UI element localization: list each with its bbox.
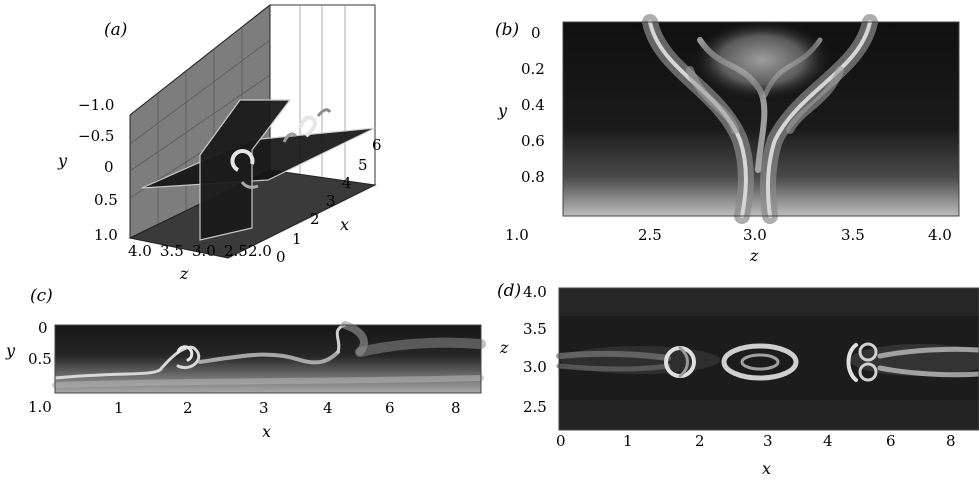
panel-d-frame bbox=[558, 287, 979, 431]
panel-a-x-tick: 3 bbox=[326, 192, 336, 210]
panel-a-z-tick: 3.5 bbox=[160, 242, 184, 260]
panel-d-y-tick: 3.5 bbox=[523, 320, 547, 338]
panel-c: (c) 0 0.5 1.0 y 1 2 3 4 6 8 x bbox=[5, 286, 486, 441]
panel-a-y-label: y bbox=[57, 151, 68, 170]
panel-d: (d) 4.0 3.5 3.0 2.5 z 0 1 2 bbox=[497, 281, 979, 478]
panel-d-vortices bbox=[556, 342, 979, 382]
panel-d-x-tick: 1 bbox=[623, 432, 633, 450]
panel-b-x-tick: 4.0 bbox=[928, 226, 952, 244]
panel-b-label: (b) bbox=[495, 20, 519, 40]
panel-b-frame bbox=[562, 21, 960, 217]
panel-c-label: (c) bbox=[30, 286, 53, 306]
panel-c-x-tick: 1 bbox=[114, 399, 124, 417]
panel-a-z-label: z bbox=[179, 264, 189, 283]
panel-a-y-tick: 0.5 bbox=[94, 191, 118, 209]
panel-d-x-tick: 4 bbox=[823, 432, 833, 450]
panel-d-label: (d) bbox=[497, 281, 521, 301]
panel-b-y-tick: 0.4 bbox=[521, 96, 545, 114]
panel-d-y-label: z bbox=[499, 338, 509, 357]
panel-b-y-tick: 0.2 bbox=[521, 60, 545, 78]
panel-d-x-tick: 3 bbox=[763, 432, 773, 450]
panel-a-x-tick: 2 bbox=[310, 210, 320, 228]
panel-a-vortex bbox=[230, 108, 332, 189]
panel-a: (a) bbox=[57, 3, 382, 283]
panel-a-vertical-slice bbox=[199, 99, 292, 241]
panel-c-x-tick: 8 bbox=[451, 399, 461, 417]
panel-d-y-tick: 4.0 bbox=[523, 283, 547, 301]
panel-b-x-label: z bbox=[749, 246, 759, 265]
panel-b-y-tick: 0.8 bbox=[521, 168, 545, 186]
panel-d-x-tick: 8 bbox=[946, 432, 956, 450]
panel-a-x-tick: 4 bbox=[342, 174, 352, 192]
panel-a-y-tick: −0.5 bbox=[78, 127, 114, 145]
panel-a-z-tick: 3.0 bbox=[192, 242, 216, 260]
panel-a-x-tick: 6 bbox=[372, 136, 382, 154]
panel-a-z-tick: 2.0 bbox=[248, 242, 272, 260]
panel-d-y-tick: 2.5 bbox=[523, 398, 547, 416]
panel-c-x-label: x bbox=[262, 422, 271, 441]
panel-d-x-label: x bbox=[762, 459, 771, 478]
panel-b-y-tick: 1.0 bbox=[505, 226, 529, 244]
panel-b-x-tick: 3.0 bbox=[743, 226, 767, 244]
panel-a-x-tick: 1 bbox=[292, 230, 302, 248]
panel-a-x-tick: 0 bbox=[276, 248, 286, 266]
panel-b: (b) 0 0.2 0.4 0.6 0.8 1.0 y 2.5 3.0 3.5 … bbox=[495, 14, 960, 265]
panel-c-y-label: y bbox=[5, 341, 16, 360]
panel-c-frame bbox=[54, 324, 482, 394]
panel-b-y-tick: 0.6 bbox=[521, 132, 545, 150]
panel-a-z-tick: 2.5 bbox=[224, 242, 248, 260]
panel-c-x-tick: 3 bbox=[259, 399, 269, 417]
panel-b-plumes bbox=[642, 14, 878, 224]
panel-b-x-tick: 2.5 bbox=[638, 226, 662, 244]
panel-d-x-tick: 2 bbox=[695, 432, 705, 450]
panel-b-core-glow bbox=[692, 20, 832, 100]
panel-c-x-tick: 4 bbox=[323, 399, 333, 417]
panel-b-y-tick: 0 bbox=[531, 24, 541, 42]
panel-c-x-tick: 6 bbox=[385, 399, 395, 417]
panel-a-y-tick: 1.0 bbox=[94, 226, 118, 244]
panel-c-y-tick: 0 bbox=[38, 319, 48, 337]
panel-c-y-tick: 0.5 bbox=[28, 350, 52, 368]
panel-d-x-tick: 6 bbox=[886, 432, 896, 450]
panel-c-structures bbox=[52, 321, 486, 388]
panel-d-y-tick: 3.0 bbox=[523, 358, 547, 376]
panel-d-patches bbox=[559, 288, 979, 430]
panel-a-z-tick: 4.0 bbox=[128, 242, 152, 260]
panel-a-y-tick: 0 bbox=[104, 158, 114, 176]
panel-d-x-tick: 0 bbox=[556, 432, 566, 450]
panel-c-y-tick: 1.0 bbox=[28, 398, 52, 416]
panel-a-label: (a) bbox=[104, 20, 127, 40]
panel-a-x-tick: 5 bbox=[358, 156, 368, 174]
panel-b-y-label: y bbox=[497, 101, 508, 120]
panel-a-y-tick: −1.0 bbox=[78, 96, 114, 114]
panel-b-x-tick: 3.5 bbox=[841, 226, 865, 244]
panel-a-x-label: x bbox=[340, 215, 349, 234]
panel-c-x-tick: 2 bbox=[183, 399, 193, 417]
